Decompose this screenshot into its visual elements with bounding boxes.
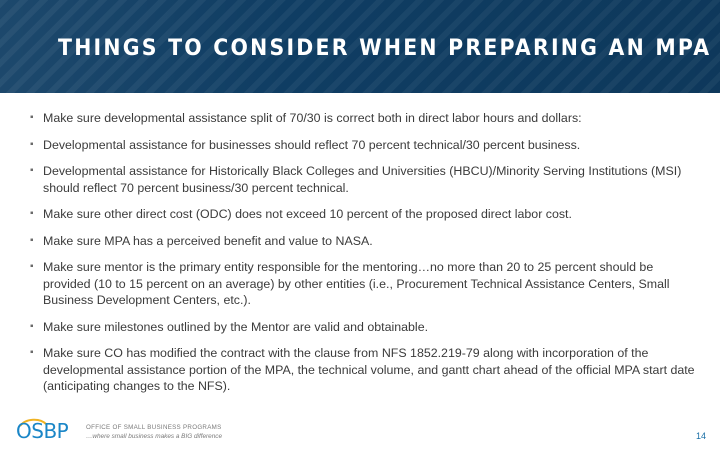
- bullet-text: Make sure other direct cost (ODC) does n…: [43, 207, 572, 221]
- bullet-marker: ▪: [30, 165, 34, 176]
- bullet-marker: ▪: [30, 208, 34, 219]
- bullet-marker: ▪: [30, 347, 34, 358]
- bullet-text: Make sure milestones outlined by the Men…: [43, 319, 429, 334]
- bullet-item: ▪ Make sure mentor is the primary entity …: [30, 259, 698, 309]
- bullet-marker: ▪: [30, 261, 34, 272]
- bullet-text: Make sure mentor is the primary entity r…: [43, 260, 670, 307]
- bullet-text: Make sure developmental assistance split…: [43, 111, 582, 125]
- bullet-item: ▪ Make sure other direct cost (ODC) does …: [30, 206, 698, 223]
- bullet-item: ▪ Make sure developmental assistance spli…: [30, 110, 698, 127]
- banner-pattern: [0, 0, 720, 93]
- bullet-marker: ▪: [30, 138, 34, 150]
- bullet-item: ▪ Make sure milestones outlined by the Me…: [30, 319, 698, 336]
- bullet-list: ▪ Make sure developmental assistance spli…: [30, 110, 698, 395]
- bullet-item: ▪ Developmental assistance for Historical…: [30, 163, 698, 196]
- bullet-item: ▪ Make sure CO has modified the contract …: [30, 345, 698, 395]
- slide-title: THINGS TO CONSIDER WHEN PREPARING AN MPA: [58, 36, 712, 61]
- banner-shade: [0, 0, 720, 93]
- bullet-text: Developmental assistance for Historicall…: [43, 164, 682, 195]
- page-number: 14: [695, 431, 706, 441]
- bullet-item: ▪ Make sure MPA has a perceived benefit a…: [30, 233, 698, 250]
- bullet-marker: ▪: [30, 112, 34, 123]
- logo-wordmark: OSBP: [16, 419, 69, 443]
- bullet-marker: ▪: [30, 234, 34, 246]
- bullet-text: Make sure CO has modified the contract w…: [43, 346, 695, 393]
- bullet-text: Developmental assistance for businesses …: [43, 137, 581, 152]
- logo-swoosh-icon: [19, 418, 47, 427]
- bullet-item: ▪ Developmental assistance for businesses…: [30, 137, 698, 154]
- title-banner: THINGS TO CONSIDER WHEN PREPARING AN MPA: [0, 0, 720, 93]
- bullet-text: Make sure MPA has a perceived benefit an…: [43, 233, 373, 248]
- logo-tagline: …where small business makes a BIG differ…: [86, 433, 223, 440]
- bullet-marker: ▪: [30, 320, 34, 332]
- logo-office-name: OFFICE OF SMALL BUSINESS PROGRAMS: [86, 424, 222, 431]
- osbp-logo: OSBP OFFICE OF SMALL BUSINESS PROGRAMS ……: [16, 418, 246, 446]
